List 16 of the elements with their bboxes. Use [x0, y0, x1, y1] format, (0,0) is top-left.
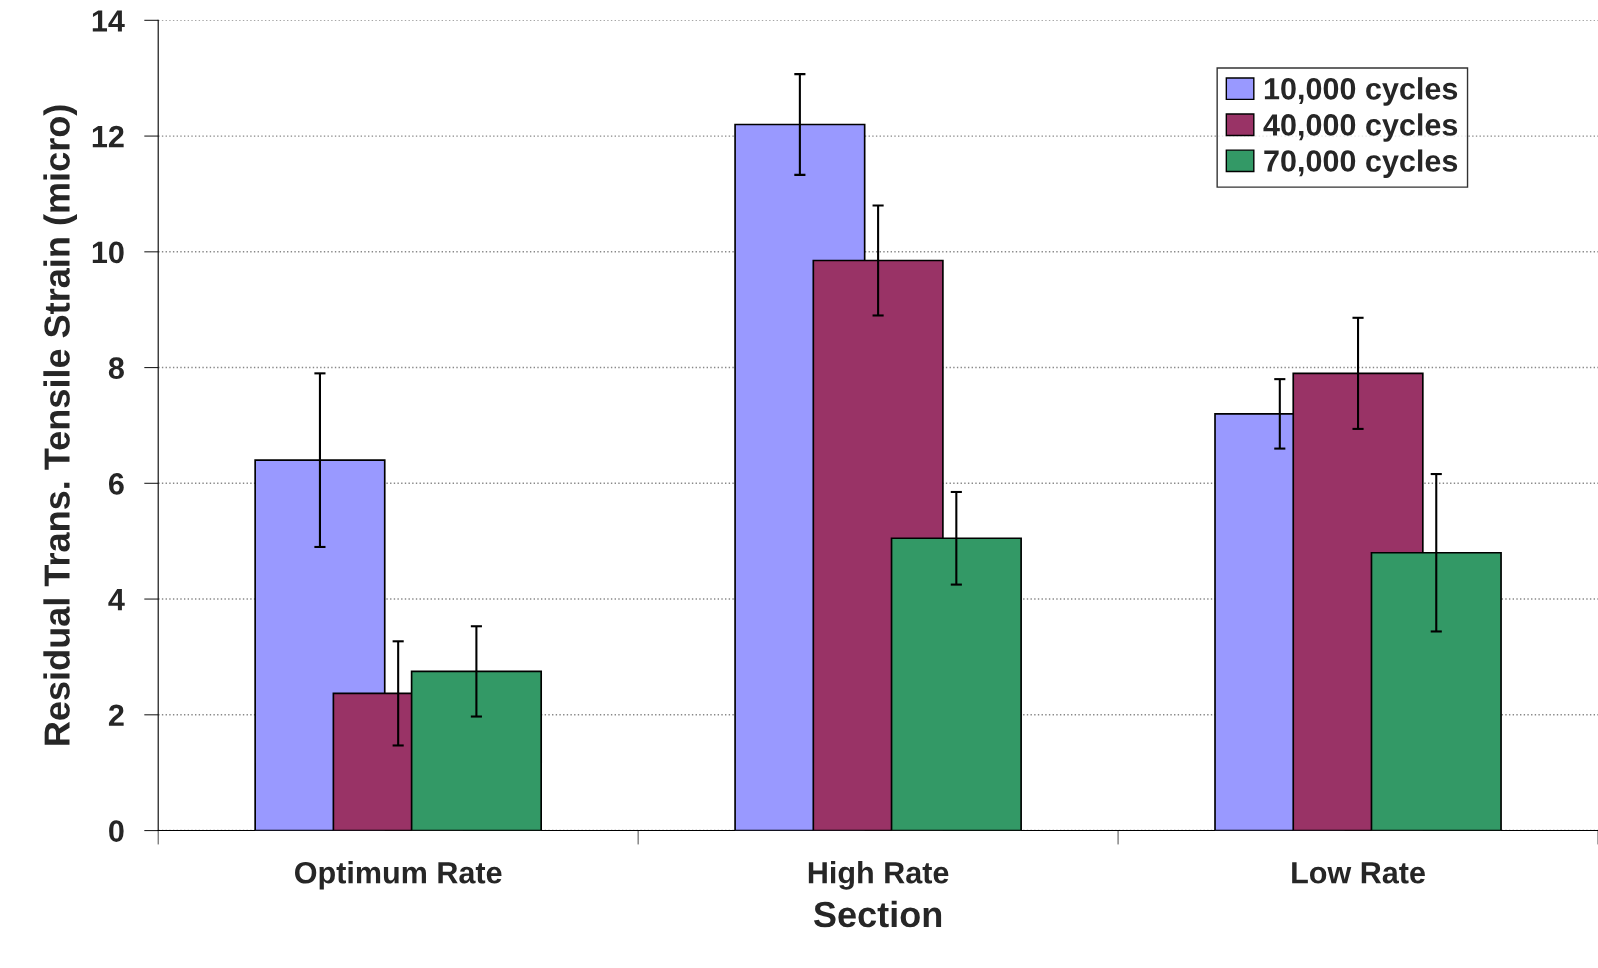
x-tick-label: High Rate [808, 861, 949, 890]
x-tick-label: Low Rate [1292, 862, 1425, 884]
y-tick-label: 14 [92, 10, 125, 32]
x-axis-title: Section [813, 900, 942, 928]
y-tick-label: 10 [92, 241, 124, 264]
y-tick-label: 6 [108, 473, 124, 495]
y-tick-label: 2 [108, 704, 124, 726]
legend-label: 10,000 cycles [1264, 77, 1458, 106]
y-tick-label: 0 [109, 820, 124, 842]
x-tick-label: Optimum Rate [295, 861, 502, 890]
y-axis-title: Residual Trans. Tensile Strain (micro) [43, 105, 77, 745]
legend-label: 40,000 cycles [1263, 113, 1458, 142]
y-tick-label: 12 [92, 125, 124, 148]
y-tick-label: 4 [108, 589, 125, 611]
y-tick-label: 8 [108, 357, 124, 379]
legend-label: 70,000 cycles [1264, 149, 1458, 178]
